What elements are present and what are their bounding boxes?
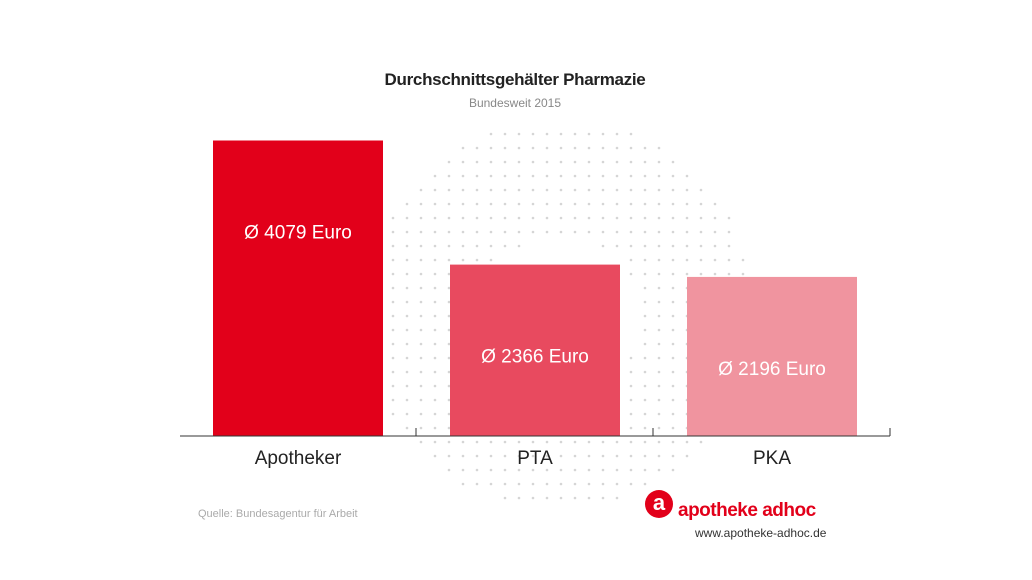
category-label-pta: PTA <box>517 448 553 469</box>
bar-apotheker <box>213 140 383 436</box>
bar-pka <box>687 276 857 436</box>
category-label-pka: PKA <box>753 448 791 469</box>
brand-name: apotheke adhoc <box>678 500 816 521</box>
data-label-apotheker: Ø 4079 Euro <box>244 222 352 243</box>
bar-pta <box>450 264 620 436</box>
data-label-pka: Ø 2196 Euro <box>718 359 826 380</box>
data-label-pta: Ø 2366 Euro <box>481 347 589 368</box>
source-note: Quelle: Bundesagentur für Arbeit <box>198 508 358 520</box>
category-label-apotheker: Apotheker <box>255 448 342 469</box>
brand-logo[interactable]: a apotheke adhoc www.apotheke-adhoc.de <box>645 490 827 545</box>
x-axis <box>180 428 891 437</box>
chart-title: Durchschnittsgehälter Pharmazie <box>384 70 646 89</box>
brand-url[interactable]: www.apotheke-adhoc.de <box>695 526 827 540</box>
chart-subtitle: Bundesweit 2015 <box>468 96 562 110</box>
logo-a-icon: a <box>645 490 673 518</box>
